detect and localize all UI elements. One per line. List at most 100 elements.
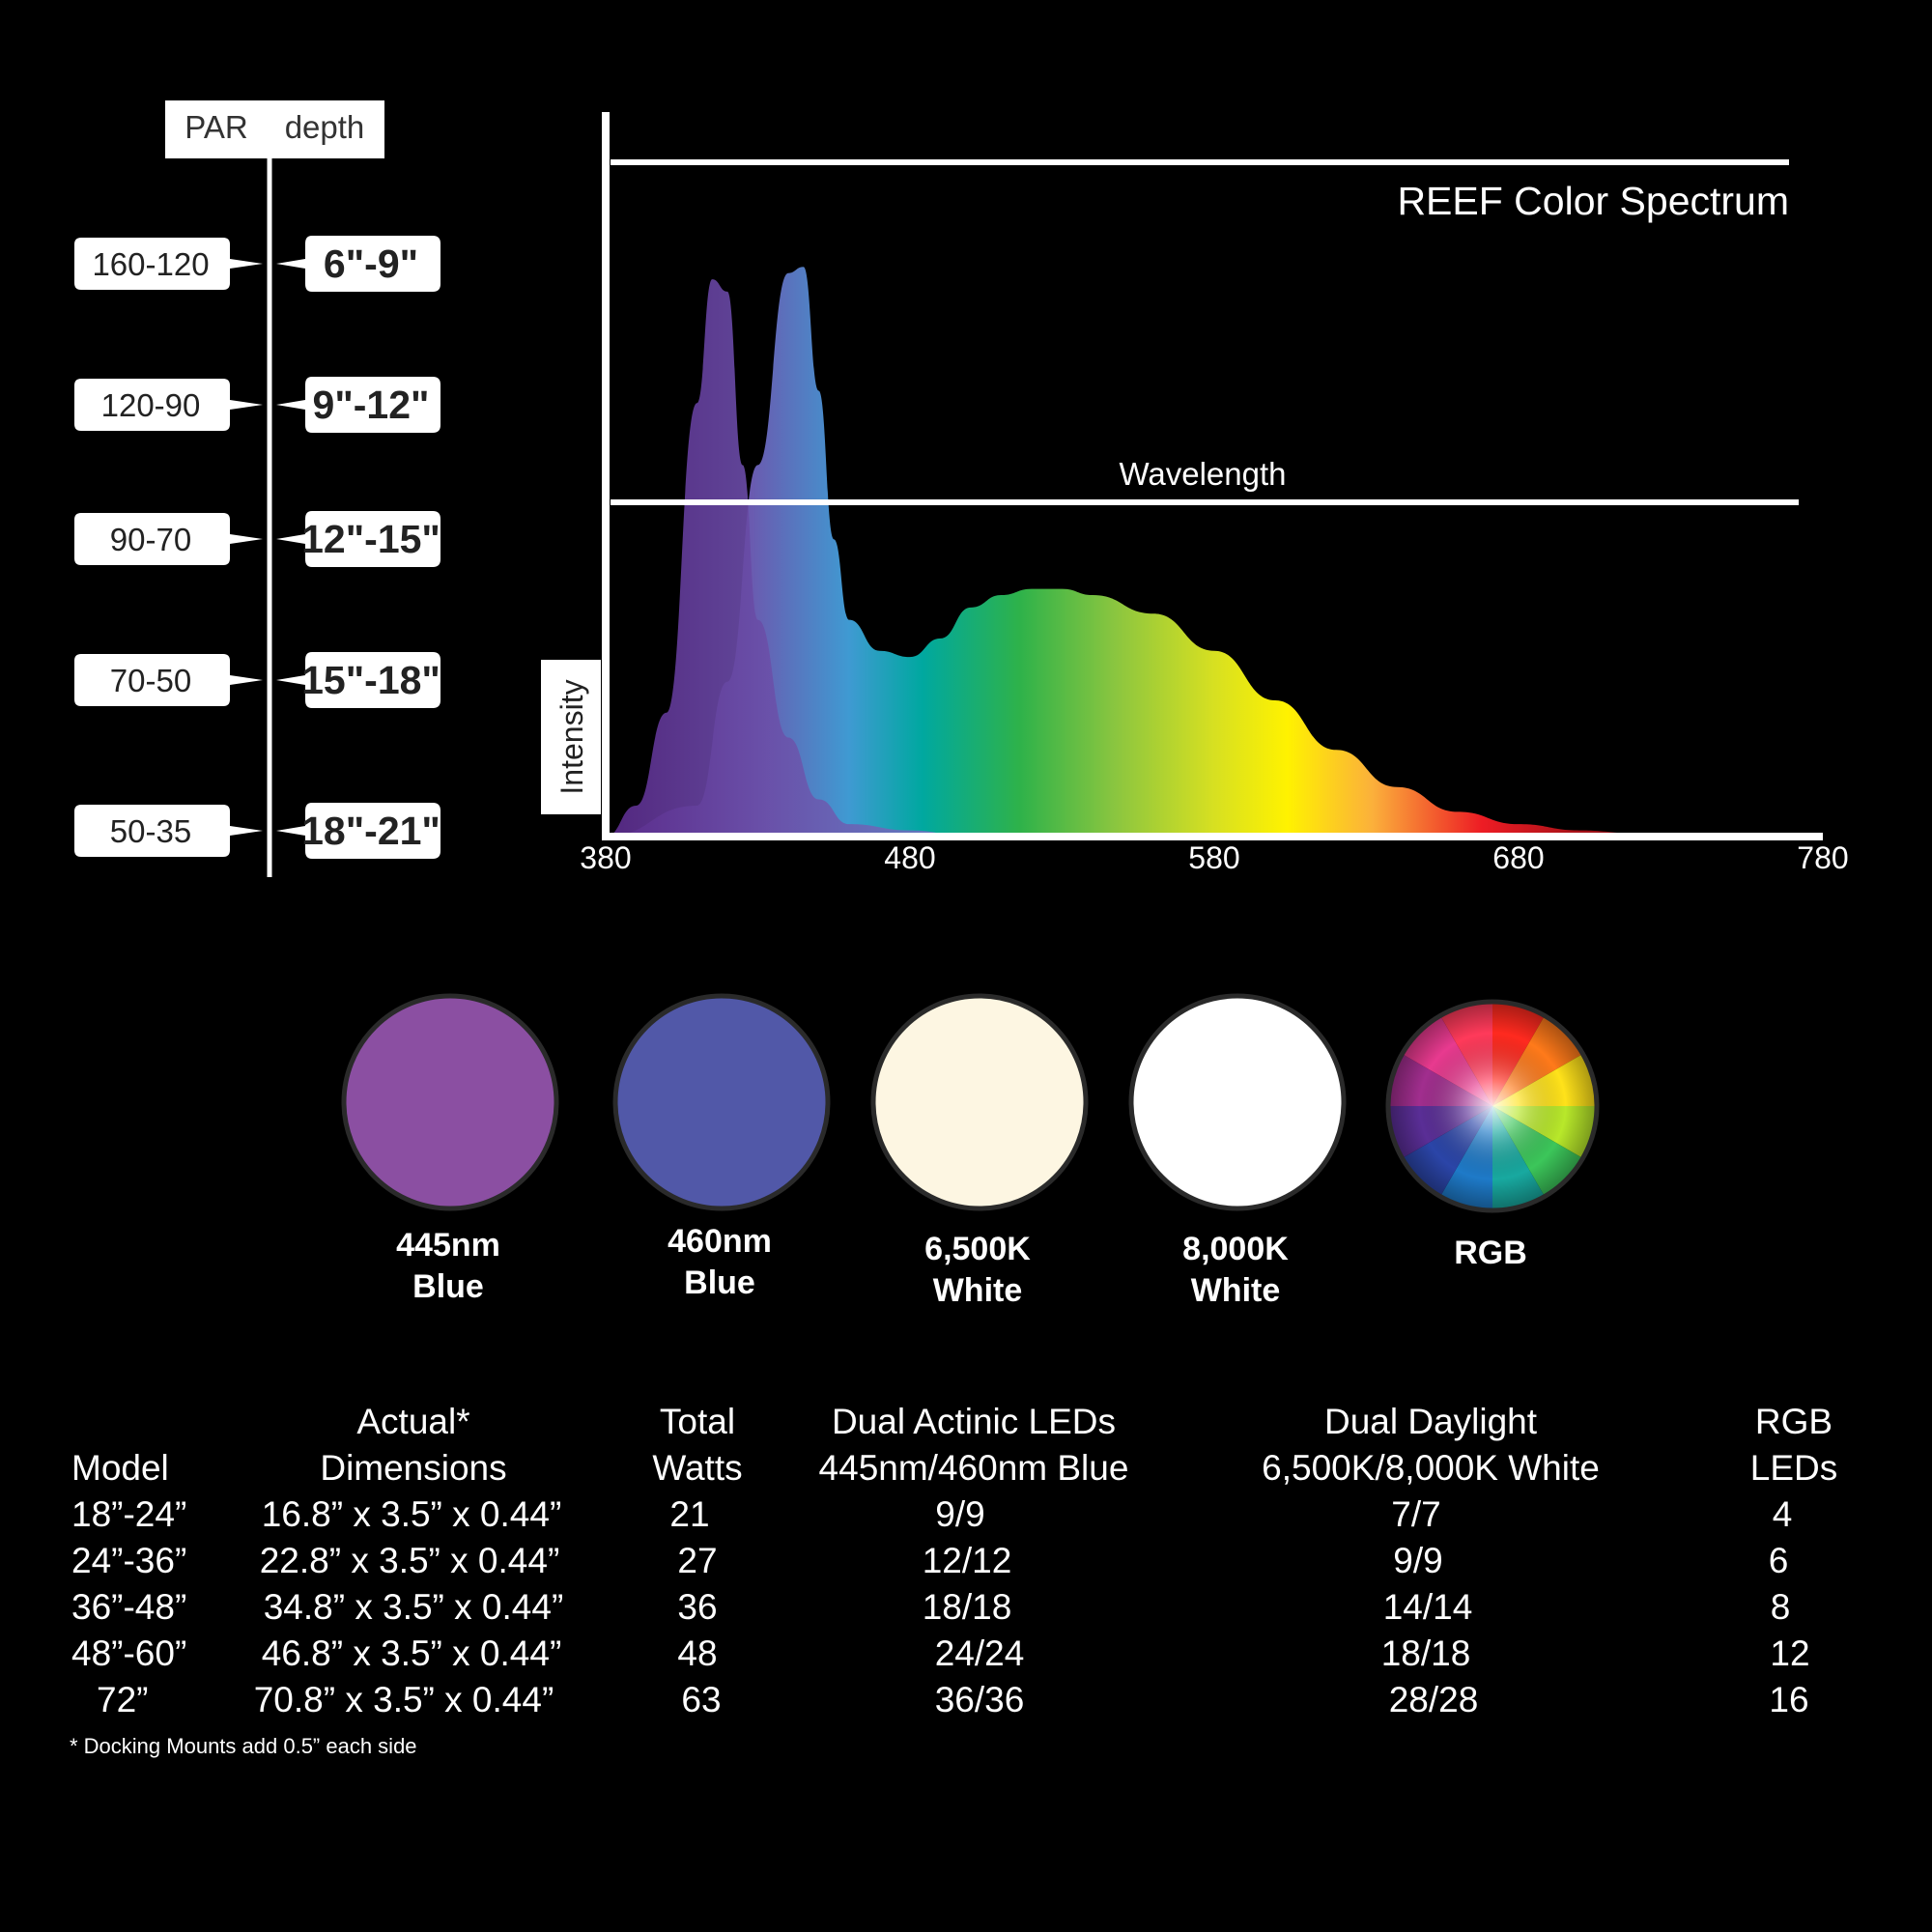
table-header-dimensions: Dimensions bbox=[320, 1448, 506, 1488]
table-cell-dimensions: 70.8” x 3.5” x 0.44” bbox=[254, 1680, 554, 1719]
table-cell-daylight: 9/9 bbox=[1393, 1541, 1442, 1580]
table-cell-actinic: 36/36 bbox=[935, 1680, 1025, 1719]
par-depth-row: 70-50 15"-18" bbox=[74, 652, 440, 708]
par-depth-row: 90-70 12"-15" bbox=[74, 511, 440, 567]
chart-title: REEF Color Spectrum bbox=[1397, 179, 1789, 223]
table-cell-watts: 21 bbox=[669, 1494, 709, 1534]
depth-value: 18"-21" bbox=[301, 809, 440, 853]
table-row: 48”-60” 46.8” x 3.5” x 0.44” 48 24/24 18/18 1… bbox=[71, 1634, 1810, 1673]
swatch-rim bbox=[1385, 999, 1600, 1213]
table-cell-rgb: 12 bbox=[1770, 1634, 1809, 1673]
y-axis-label: Intensity bbox=[554, 679, 589, 794]
depth-bubble bbox=[276, 652, 440, 708]
swatch-label-line2: White bbox=[1191, 1272, 1281, 1309]
depth-value: 15"-18" bbox=[301, 658, 440, 702]
spectrum-area-445nm-peak bbox=[606, 279, 971, 838]
table-row: 36”-48” 34.8” x 3.5” x 0.44” 36 18/18 14/14 8 bbox=[71, 1587, 1790, 1627]
swatch-label-line1: 8,000K bbox=[1182, 1231, 1289, 1267]
swatch-label-line1: 445nm bbox=[396, 1227, 500, 1264]
depth-bubble bbox=[276, 511, 440, 567]
y-axis-label-box bbox=[541, 660, 601, 814]
table-header: Model Actual* Dimensions Total Watts Dual Act… bbox=[71, 1402, 1837, 1488]
par-value: 90-70 bbox=[110, 522, 191, 557]
table-cell-daylight: 14/14 bbox=[1383, 1587, 1473, 1627]
par-bubble bbox=[74, 379, 263, 431]
led-swatch: 8,000K White bbox=[1128, 993, 1347, 1309]
table-cell-model: 72” bbox=[97, 1680, 148, 1719]
x-tick-label: 580 bbox=[1188, 840, 1239, 875]
par-depth-row: 160-120 6"-9" bbox=[74, 236, 440, 292]
swatch-label-line2: Blue bbox=[684, 1264, 755, 1301]
table-header-watts: Watts bbox=[652, 1448, 742, 1488]
depth-bubble bbox=[276, 377, 440, 433]
par-value: 160-120 bbox=[92, 246, 209, 282]
table-row: 72” 70.8” x 3.5” x 0.44” 63 36/36 28/28 16 bbox=[97, 1680, 1809, 1719]
x-tick-label: 380 bbox=[580, 840, 631, 875]
x-tick-label: 780 bbox=[1797, 840, 1848, 875]
spec-table: Model Actual* Dimensions Total Watts Dual Act… bbox=[70, 1402, 1837, 1758]
table-cell-dimensions: 22.8” x 3.5” x 0.44” bbox=[260, 1541, 560, 1580]
table-cell-watts: 27 bbox=[677, 1541, 717, 1580]
table-cell-daylight: 7/7 bbox=[1391, 1494, 1440, 1534]
table-row: 24”-36” 22.8” x 3.5” x 0.44” 27 12/12 9/9 6 bbox=[71, 1541, 1788, 1580]
depth-value: 12"-15" bbox=[301, 517, 440, 561]
table-cell-model: 24”-36” bbox=[71, 1541, 186, 1580]
par-bubble bbox=[74, 654, 263, 706]
rgb-wheel-shade bbox=[1388, 1002, 1597, 1210]
table-cell-model: 36”-48” bbox=[71, 1587, 186, 1627]
swatch-label-line2: Blue bbox=[412, 1268, 484, 1305]
swatch-circle bbox=[870, 993, 1089, 1211]
par-bubble bbox=[74, 238, 263, 290]
table-cell-rgb: 8 bbox=[1771, 1587, 1791, 1627]
depth-value: 9"-12" bbox=[313, 383, 430, 427]
par-depth-rows: 160-120 6"-9" 120-90 9"-12" 90-70 12"-15" 70-5… bbox=[74, 236, 440, 859]
depth-value: 6"-9" bbox=[324, 242, 418, 286]
rgb-color-wheel bbox=[1388, 1002, 1597, 1210]
par-header: PAR bbox=[185, 109, 247, 145]
led-swatch: 6,500K White bbox=[870, 993, 1089, 1309]
table-header-model: Model bbox=[71, 1448, 169, 1488]
table-cell-actinic: 12/12 bbox=[923, 1541, 1012, 1580]
swatch-label-line1: 6,500K bbox=[924, 1231, 1031, 1267]
par-value: 50-35 bbox=[110, 813, 191, 849]
table-cell-watts: 48 bbox=[677, 1634, 717, 1673]
par-value: 70-50 bbox=[110, 663, 191, 698]
table-cell-watts: 63 bbox=[681, 1680, 721, 1719]
swatch-label-line2: White bbox=[933, 1272, 1023, 1309]
swatch-circle bbox=[612, 993, 831, 1211]
par-bubble bbox=[74, 805, 263, 857]
swatch-circle bbox=[341, 993, 559, 1211]
depth-bubble bbox=[276, 236, 440, 292]
par-depth-row: 50-35 18"-21" bbox=[74, 803, 440, 859]
table-cell-daylight: 28/28 bbox=[1389, 1680, 1479, 1719]
table-header-actinic: Dual Actinic LEDs bbox=[832, 1402, 1116, 1441]
table-cell-rgb: 4 bbox=[1773, 1494, 1793, 1534]
spectrum-chart: REEF Color Spectrum Wavelength Intensity… bbox=[541, 112, 1849, 875]
table-cell-actinic: 9/9 bbox=[935, 1494, 984, 1534]
table-cell-watts: 36 bbox=[677, 1587, 717, 1627]
table-cell-dimensions: 34.8” x 3.5” x 0.44” bbox=[264, 1587, 564, 1627]
swatch-label-line1: RGB bbox=[1454, 1235, 1527, 1271]
swatch-circle bbox=[1128, 993, 1347, 1211]
table-header-rgb: RGB bbox=[1755, 1402, 1833, 1441]
par-depth-header-box bbox=[165, 100, 384, 158]
depth-bubble bbox=[276, 803, 440, 859]
led-swatch: 460nm Blue bbox=[612, 993, 831, 1301]
par-depth-panel: PAR depth 160-120 6"-9"120-90 9"-12"90-70 1… bbox=[74, 100, 440, 877]
x-axis-ticks: 380 480 580 680 780 bbox=[580, 840, 1848, 875]
x-tick-label: 680 bbox=[1492, 840, 1544, 875]
led-swatch: RGB bbox=[1385, 999, 1600, 1271]
table-header-dimensions: Actual* bbox=[356, 1402, 469, 1441]
table-row: 18”-24” 16.8” x 3.5” x 0.44” 21 9/9 7/7 4 bbox=[71, 1494, 1792, 1534]
table-header-daylight: 6,500K/8,000K White bbox=[1262, 1448, 1600, 1488]
x-tick-label: 480 bbox=[884, 840, 935, 875]
table-header-watts: Total bbox=[660, 1402, 735, 1441]
led-swatch: 445nm Blue bbox=[341, 993, 559, 1305]
table-cell-rgb: 6 bbox=[1769, 1541, 1789, 1580]
table-cell-dimensions: 46.8” x 3.5” x 0.44” bbox=[262, 1634, 562, 1673]
par-bubble bbox=[74, 513, 263, 565]
table-cell-rgb: 16 bbox=[1769, 1680, 1808, 1719]
swatch-label-line1: 460nm bbox=[668, 1223, 772, 1260]
depth-header: depth bbox=[285, 109, 365, 145]
